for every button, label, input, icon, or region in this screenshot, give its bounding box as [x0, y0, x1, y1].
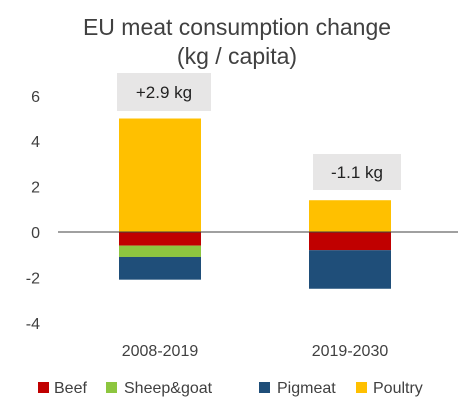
y-tick-label: 6: [31, 89, 40, 106]
chart-title: EU meat consumption change: [83, 14, 391, 40]
bar-segment: [119, 245, 201, 257]
annotation-box: [313, 154, 401, 190]
annotation-box: [117, 73, 211, 111]
x-tick-label: 2008-2019: [122, 343, 199, 360]
y-tick-label: -4: [26, 316, 40, 333]
y-tick-label: 0: [31, 225, 40, 242]
legend: Beef Sheep&goat Pigmeat Poultry: [38, 380, 423, 397]
plot-area: -4 -2 0 2 4 6 2008-2019 2019-2030 +2.9 kg -1.1 kg: [26, 73, 458, 360]
legend-label: Poultry: [373, 380, 423, 397]
legend-swatch: [259, 382, 270, 393]
bar-segment: [309, 250, 391, 289]
y-tick-label: 4: [31, 134, 40, 151]
bar-segment: [119, 118, 201, 232]
legend-swatch: [356, 382, 367, 393]
bar-segment: [119, 232, 201, 246]
bar-segment: [309, 232, 391, 251]
legend-label: Pigmeat: [277, 380, 336, 397]
annotation-label: -1.1 kg: [331, 163, 383, 182]
bar-segment: [309, 200, 391, 232]
legend-label: Sheep&goat: [124, 380, 213, 397]
legend-swatch: [106, 382, 117, 393]
y-tick-label: -2: [26, 270, 40, 287]
y-tick-label: 2: [31, 180, 40, 197]
x-tick-label: 2019-2030: [312, 343, 389, 360]
legend-label: Beef: [54, 380, 87, 397]
annotation-label: +2.9 kg: [136, 83, 192, 102]
chart-subtitle: (kg / capita): [177, 43, 297, 69]
legend-swatch: [38, 382, 49, 393]
bar-segment: [119, 256, 201, 280]
